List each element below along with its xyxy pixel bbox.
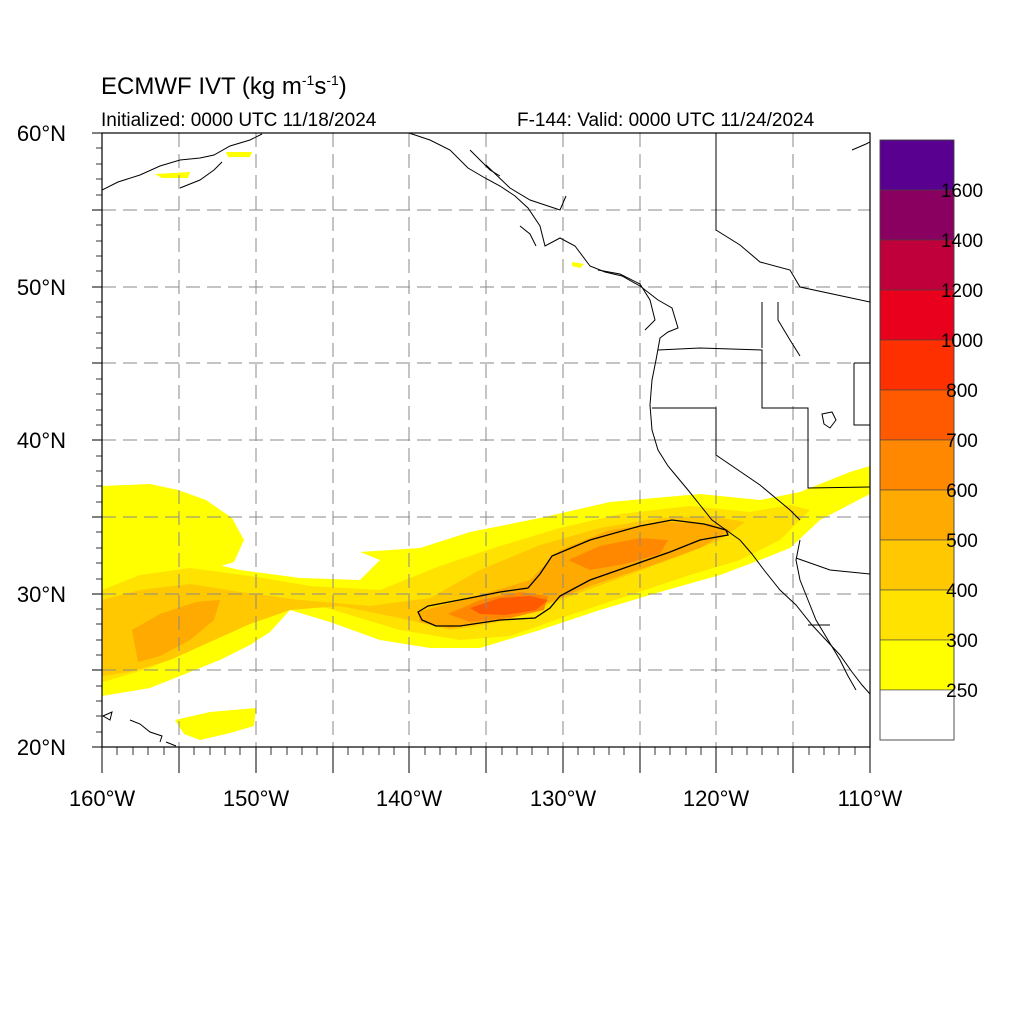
graticule — [102, 133, 870, 747]
valid-time: F-144: Valid: 0000 UTC 11/24/2024 — [517, 110, 815, 131]
lat-label-60n: 60°N — [17, 121, 66, 146]
lon-label-150w: 150°W — [223, 786, 290, 811]
ivt-band-250 — [155, 172, 190, 178]
colorbar-swatch — [879, 539, 955, 591]
minor-ticks — [96, 147, 856, 755]
lon-label-110w: 110°W — [838, 786, 903, 811]
colorbar-label-700: 700 — [946, 431, 978, 452]
colorbar-swatch — [879, 489, 955, 541]
colorbar-label-1400: 1400 — [941, 231, 983, 252]
colorbar-swatch — [879, 589, 955, 641]
colorbar-label-1600: 1600 — [941, 181, 983, 202]
lon-label-130w: 130°W — [530, 786, 597, 811]
colorbar-label-800: 800 — [946, 381, 978, 402]
ivt-band-250 — [226, 152, 252, 157]
lon-label-120w: 120°W — [683, 786, 750, 811]
colorbar: 1600 1400 1200 1000 800 700 600 500 400 … — [879, 139, 983, 741]
ivt-band-250 — [102, 518, 130, 580]
lon-label-140w: 140°W — [376, 786, 443, 811]
lat-label-20n: 20°N — [17, 735, 66, 760]
colorbar-label-1000: 1000 — [941, 331, 983, 352]
ivt-band-250 — [175, 708, 256, 740]
lat-label-50n: 50°N — [17, 275, 66, 300]
initialized-time: Initialized: 0000 UTC 11/18/2024 — [101, 110, 377, 131]
colorbar-label-400: 400 — [946, 581, 978, 602]
colorbar-swatch — [879, 639, 955, 691]
ivt-band-500 — [132, 600, 220, 662]
lon-label-160w: 160°W — [69, 786, 136, 811]
chart-title: ECMWF IVT (kg m-1s-1) — [101, 72, 347, 100]
colorbar-label-500: 500 — [946, 531, 978, 552]
colorbar-swatch — [879, 389, 955, 441]
ivt-band-700 — [470, 596, 548, 615]
ivt-band-250 — [572, 262, 584, 268]
colorbar-label-300: 300 — [946, 631, 978, 652]
ivt-band-600 — [568, 538, 668, 570]
colorbar-label-1200: 1200 — [941, 281, 983, 302]
political-borders — [485, 133, 870, 626]
ivt-contour — [417, 519, 729, 627]
lat-label-40n: 40°N — [17, 428, 66, 453]
colorbar-label-600: 600 — [946, 481, 978, 502]
colorbar-swatch — [879, 239, 955, 291]
coastlines — [102, 133, 870, 747]
colorbar-swatch — [879, 689, 955, 741]
colorbar-label-250: 250 — [946, 681, 978, 702]
axis-ticks — [92, 132, 871, 773]
lat-label-30n: 30°N — [17, 582, 66, 607]
colorbar-swatch — [879, 439, 955, 491]
